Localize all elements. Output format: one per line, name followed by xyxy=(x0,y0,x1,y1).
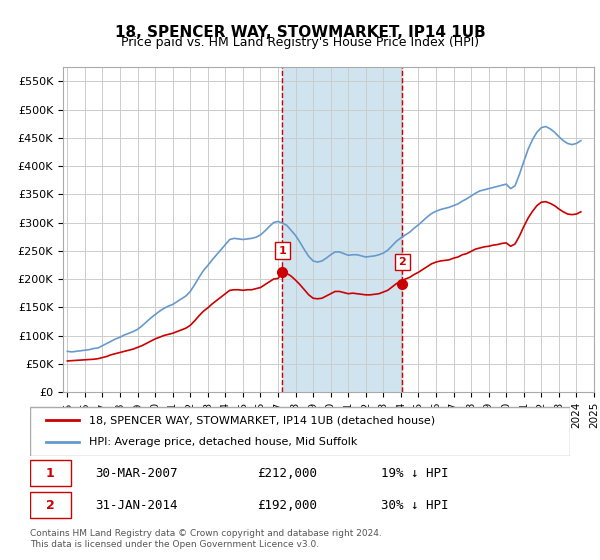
Text: Contains HM Land Registry data © Crown copyright and database right 2024.
This d: Contains HM Land Registry data © Crown c… xyxy=(30,529,382,549)
Text: 18, SPENCER WAY, STOWMARKET, IP14 1UB: 18, SPENCER WAY, STOWMARKET, IP14 1UB xyxy=(115,25,485,40)
Text: 30-MAR-2007: 30-MAR-2007 xyxy=(95,467,178,480)
FancyBboxPatch shape xyxy=(30,407,570,456)
Text: HPI: Average price, detached house, Mid Suffolk: HPI: Average price, detached house, Mid … xyxy=(89,437,358,447)
Text: 19% ↓ HPI: 19% ↓ HPI xyxy=(381,467,449,480)
Text: £212,000: £212,000 xyxy=(257,467,317,480)
Text: 18, SPENCER WAY, STOWMARKET, IP14 1UB (detached house): 18, SPENCER WAY, STOWMARKET, IP14 1UB (d… xyxy=(89,415,436,425)
Text: 2: 2 xyxy=(398,257,406,267)
FancyBboxPatch shape xyxy=(30,460,71,486)
Text: 2: 2 xyxy=(46,499,55,512)
Text: 1: 1 xyxy=(278,246,286,256)
Text: 30% ↓ HPI: 30% ↓ HPI xyxy=(381,499,449,512)
Text: 31-JAN-2014: 31-JAN-2014 xyxy=(95,499,178,512)
Text: £192,000: £192,000 xyxy=(257,499,317,512)
Bar xyxy=(283,67,403,392)
Text: Price paid vs. HM Land Registry's House Price Index (HPI): Price paid vs. HM Land Registry's House … xyxy=(121,36,479,49)
Text: 1: 1 xyxy=(46,467,55,480)
FancyBboxPatch shape xyxy=(30,492,71,518)
